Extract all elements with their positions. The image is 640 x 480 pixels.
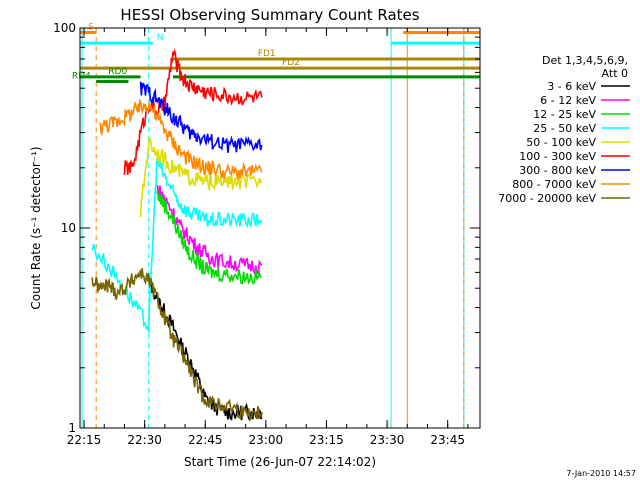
state-label-fd1: FD1	[258, 49, 276, 59]
chart-title: HESSI Observing Summary Count Rates	[120, 6, 419, 24]
y-tick-label-1: 10	[61, 221, 76, 235]
legend-header-1: Att 0	[602, 67, 628, 80]
series-line-25-50-kev	[91, 155, 263, 333]
x-axis-label: Start Time (26-Jun-07 22:14:02)	[184, 455, 376, 469]
legend-label-6: 300 - 800 keV	[519, 164, 596, 177]
y-axis: 1 10 100	[53, 21, 480, 435]
series-line-50-100-kev	[139, 136, 263, 218]
x-tick-label-2: 22:45	[188, 433, 223, 447]
legend-label-3: 25 - 50 keV	[533, 122, 596, 135]
series-line-7000-20000-kev	[91, 268, 263, 421]
series-line-800-7000-kev	[99, 98, 263, 180]
legend-label-5: 100 - 300 keV	[519, 150, 596, 163]
state-label-fd2: FD2	[282, 58, 300, 68]
x-tick-label-3: 23:00	[249, 433, 284, 447]
state-label-rd4: RD4	[72, 72, 91, 82]
y-axis-label: Count Rate (s⁻¹ detector⁻¹)	[29, 146, 43, 309]
legend-label-1: 6 - 12 keV	[540, 94, 596, 107]
x-tick-label-4: 23:15	[309, 433, 344, 447]
series-line-3-6-kev	[147, 276, 263, 422]
legend-label-4: 50 - 100 keV	[526, 136, 596, 149]
series-line-300-800-kev	[139, 81, 263, 153]
plot-frame	[79, 27, 481, 429]
legend-label-0: 3 - 6 keV	[547, 80, 596, 93]
legend-label-8: 7000 - 20000 keV	[498, 192, 596, 205]
x-tick-label-1: 22:30	[127, 433, 162, 447]
series-line-12-25-kev	[156, 190, 262, 285]
series-line-100-300-kev	[123, 48, 263, 176]
y-tick-label-2: 100	[53, 21, 76, 35]
state-label-s: S	[88, 22, 94, 32]
timestamp: 7-Jan-2010 14:57	[566, 469, 636, 478]
series-line-6-12-kev	[156, 184, 263, 276]
x-axis: 22:15 22:30 22:45 23:00 23:15 23:30 23:45	[67, 28, 469, 447]
legend-header-0: Det 1,3,4,5,6,9,	[542, 54, 628, 67]
state-label-rd0: RD0	[108, 67, 127, 77]
legend-label-7: 800 - 7000 keV	[512, 178, 596, 191]
plot-area	[80, 28, 480, 428]
x-tick-label-5: 23:30	[370, 433, 405, 447]
y-tick-label-0: 1	[68, 421, 76, 435]
state-label-n: N	[157, 33, 164, 43]
x-tick-label-0: 22:15	[67, 433, 102, 447]
legend-label-2: 12 - 25 keV	[533, 108, 596, 121]
x-tick-label-6: 23:45	[430, 433, 465, 447]
